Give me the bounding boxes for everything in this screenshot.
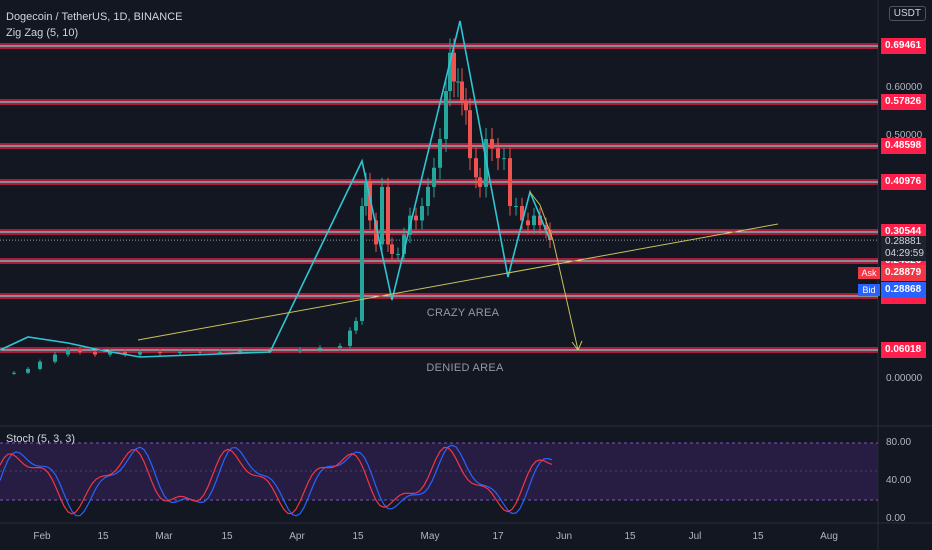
time-tick: Feb <box>33 531 51 542</box>
candle <box>548 230 552 241</box>
level-price-label: 0.69461 <box>881 38 926 54</box>
ask-tag: Ask <box>858 267 880 279</box>
projection-line <box>529 191 579 351</box>
price-tick: 0.50000 <box>886 130 923 141</box>
time-tick: 15 <box>352 531 364 542</box>
candle <box>66 349 70 355</box>
level-price-label: 0.48598 <box>881 138 926 154</box>
candle <box>432 167 436 187</box>
candle <box>364 182 368 207</box>
stoch-tick: 80.00 <box>886 437 912 448</box>
candle <box>354 321 358 331</box>
candle <box>496 148 500 159</box>
stoch-tick: 40.00 <box>886 475 912 486</box>
time-tick: Apr <box>289 531 305 542</box>
candle <box>26 368 30 373</box>
time-tick: 15 <box>97 531 109 542</box>
price-tick: 0.00000 <box>886 373 923 384</box>
time-tick: Mar <box>155 531 173 542</box>
candle <box>438 139 442 168</box>
candle <box>478 177 482 187</box>
time-tick: 15 <box>624 531 636 542</box>
candle <box>178 351 182 354</box>
candle <box>238 350 242 353</box>
candle <box>78 349 82 353</box>
stoch-indicator-label[interactable]: Stoch (5, 3, 3) <box>6 433 76 445</box>
ask-price: 0.28879 <box>881 265 926 281</box>
time-tick: Jul <box>688 531 702 542</box>
candle <box>38 361 42 369</box>
candle <box>218 352 222 354</box>
current-price-box: 0.28881 04:29:59 <box>881 236 926 261</box>
candle <box>360 206 364 322</box>
candle <box>448 52 452 92</box>
level-price-label: 0.40976 <box>881 174 926 190</box>
candle <box>93 352 97 355</box>
time-tick: May <box>420 531 440 542</box>
candle <box>514 206 518 208</box>
candle <box>396 253 400 255</box>
zigzag-indicator-label[interactable]: Zig Zag (5, 10) <box>6 27 79 39</box>
candle <box>452 52 456 82</box>
candle <box>402 234 406 254</box>
crazy-area-label: CRAZY AREA <box>426 307 500 319</box>
current-price: 0.28881 <box>885 236 922 247</box>
candle <box>520 206 524 221</box>
candle <box>386 186 390 245</box>
currency-button[interactable]: USDT <box>888 6 926 21</box>
candle <box>338 345 342 348</box>
time-tick: 15 <box>752 531 764 542</box>
candle <box>538 215 542 226</box>
candle <box>460 81 464 101</box>
candle <box>298 349 302 352</box>
candle <box>464 100 468 111</box>
candle <box>374 220 378 245</box>
candle <box>444 91 448 139</box>
trend-line <box>137 223 779 341</box>
time-tick: 17 <box>492 531 504 542</box>
candle <box>12 372 16 374</box>
candle <box>123 352 127 355</box>
candle <box>468 110 472 159</box>
symbol-title: Dogecoin / TetherUS, 1D, BINANCE <box>6 11 183 23</box>
candle <box>508 158 512 207</box>
stoch-d-line <box>0 446 553 515</box>
bid-price: 0.28868 <box>881 282 926 298</box>
candle <box>420 206 424 221</box>
candle <box>348 330 352 346</box>
bid-tag: Bid <box>858 284 880 296</box>
stoch-tick: 0.00 <box>886 513 906 524</box>
candle <box>544 225 548 231</box>
countdown: 04:29:59 <box>885 248 924 259</box>
stoch-k-line <box>0 444 553 517</box>
candle <box>526 220 530 226</box>
candle <box>532 215 536 226</box>
candle <box>138 352 142 355</box>
denied-area-label: DENIED AREA <box>426 362 504 374</box>
candle <box>158 352 162 354</box>
candle <box>414 215 418 221</box>
candle <box>318 347 322 350</box>
time-tick: Jun <box>555 531 573 542</box>
level-price-label: 0.57826 <box>881 94 926 110</box>
projection-arrowhead <box>571 340 583 351</box>
candle <box>490 139 494 149</box>
candle <box>502 158 506 160</box>
time-tick: Aug <box>820 531 838 542</box>
candle <box>390 244 394 254</box>
candle <box>426 186 430 207</box>
candle <box>380 186 384 245</box>
candle <box>474 158 478 178</box>
time-tick: 15 <box>221 531 233 542</box>
candle <box>53 354 57 362</box>
level-price-label: 0.06018 <box>881 342 926 358</box>
candle <box>456 81 460 83</box>
candle <box>198 351 202 353</box>
zigzag-line <box>0 20 551 358</box>
candle <box>108 352 112 355</box>
price-tick: 0.60000 <box>886 82 923 93</box>
